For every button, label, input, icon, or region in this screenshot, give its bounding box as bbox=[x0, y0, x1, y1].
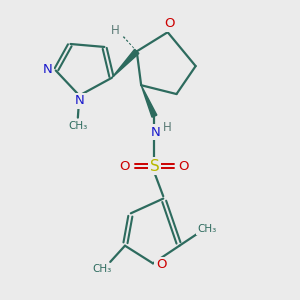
Polygon shape bbox=[112, 49, 139, 78]
Text: O: O bbox=[156, 258, 166, 271]
Text: CH₃: CH₃ bbox=[68, 121, 88, 130]
Text: H: H bbox=[163, 122, 172, 134]
Text: O: O bbox=[164, 17, 174, 31]
Text: N: N bbox=[43, 62, 52, 76]
Text: CH₃: CH₃ bbox=[198, 224, 217, 234]
Text: S: S bbox=[149, 159, 159, 174]
Polygon shape bbox=[141, 85, 157, 117]
Text: H: H bbox=[111, 24, 120, 37]
Text: CH₃: CH₃ bbox=[92, 264, 112, 274]
Text: O: O bbox=[120, 160, 130, 173]
Text: O: O bbox=[178, 160, 189, 173]
Text: N: N bbox=[74, 94, 84, 107]
Text: N: N bbox=[151, 126, 161, 139]
